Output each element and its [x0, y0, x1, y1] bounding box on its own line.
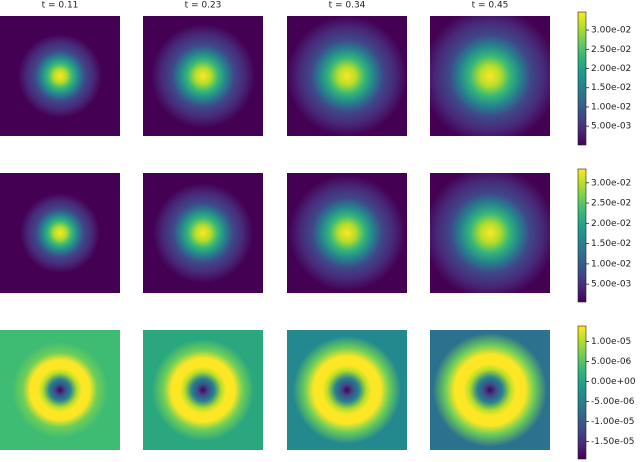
colorbar-tick-label: 1.00e-02: [591, 259, 631, 269]
colorbar-tick-label: 2.00e-02: [591, 219, 631, 229]
colorbar: [577, 325, 587, 460]
heatmap-panel: [287, 330, 407, 450]
panel-title: t = 0.34: [329, 1, 366, 11]
heatmap-panel: [430, 173, 550, 293]
heatmap-panel: [143, 330, 263, 450]
heatmap-panel: [287, 173, 407, 293]
colorbar-tick-label: 1.00e-05: [591, 337, 631, 347]
colorbar-tick-label: 2.00e-02: [591, 64, 631, 74]
colorbar-tick-label: 3.00e-02: [591, 26, 631, 36]
colorbar: [577, 168, 587, 303]
colorbar-tick-label: 2.50e-02: [591, 199, 631, 209]
heatmap-panel: [287, 16, 407, 136]
heatmap-panel: [0, 330, 120, 450]
panel-title: t = 0.23: [185, 1, 222, 11]
colorbar-tick-label: 1.50e-02: [591, 239, 631, 249]
heatmap-panel: [430, 330, 550, 450]
colorbar-tick-label: 0.00e+00: [591, 377, 636, 387]
heatmap-panel: [143, 16, 263, 136]
colorbar-tick-label: -1.00e-05: [591, 417, 635, 427]
colorbar-tick-label: -5.00e-06: [591, 397, 635, 407]
colorbar-tick-label: 5.00e-03: [591, 280, 631, 290]
heatmap-panel: [143, 173, 263, 293]
heatmap-panel: [430, 16, 550, 136]
heatmap-panel: [0, 16, 120, 136]
colorbar-tick-label: 3.00e-02: [591, 178, 631, 188]
colorbar-tick-label: 1.50e-02: [591, 83, 631, 93]
colorbar-tick-label: 5.00e-03: [591, 122, 631, 132]
colorbar-tick-label: 5.00e-06: [591, 357, 632, 367]
colorbar: [577, 11, 587, 146]
panel-title: t = 0.11: [42, 1, 79, 11]
heatmap-panel: [0, 173, 120, 293]
colorbar-tick-label: -1.50e-05: [591, 437, 635, 447]
panel-title: t = 0.45: [472, 1, 509, 11]
colorbar-tick-label: 2.50e-02: [591, 45, 631, 55]
colorbar-tick-label: 1.00e-02: [591, 102, 631, 112]
